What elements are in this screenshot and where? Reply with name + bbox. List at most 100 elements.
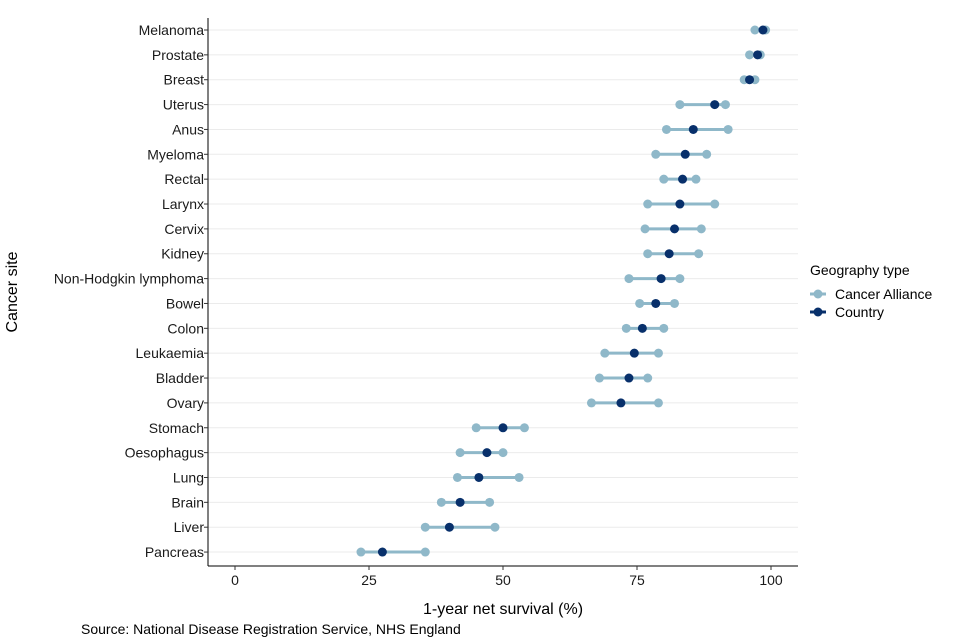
alliance-high-point — [420, 547, 430, 557]
country-point — [498, 423, 508, 433]
alliance-low-point — [643, 199, 653, 209]
x-tick-label: 100 — [759, 572, 783, 588]
country-point — [664, 249, 674, 259]
alliance-high-point — [696, 224, 706, 234]
legend-label: Country — [835, 304, 884, 320]
alliance-low-point — [624, 274, 634, 284]
alliance-high-point — [723, 124, 733, 134]
alliance-high-point — [691, 174, 701, 184]
y-tick-label: Melanoma — [139, 22, 205, 38]
y-tick-label: Ovary — [167, 395, 204, 411]
alliance-high-point — [519, 423, 529, 433]
y-axis-title: Cancer site — [4, 251, 21, 332]
x-tick-label: 0 — [231, 572, 239, 588]
grid-layer — [208, 29, 798, 553]
alliance-low-point — [750, 25, 760, 35]
x-tick-label: 75 — [629, 572, 645, 588]
alliance-low-point — [659, 174, 669, 184]
point-layer — [377, 25, 768, 557]
y-tick-label: Bowel — [166, 295, 204, 311]
source-note: Source: National Disease Registration Se… — [81, 621, 461, 637]
country-point — [710, 100, 720, 110]
y-tick-label: Breast — [164, 72, 205, 88]
y-tick-label: Liver — [174, 519, 205, 535]
country-point — [444, 522, 454, 532]
country-point — [656, 274, 666, 284]
alliance-low-point — [675, 100, 685, 110]
alliance-high-point — [653, 348, 663, 358]
y-tick-label: Cervix — [164, 221, 204, 237]
x-tick-label: 25 — [361, 572, 377, 588]
alliance-low-point — [452, 472, 462, 482]
alliance-low-point — [436, 497, 446, 507]
country-point — [482, 448, 492, 458]
country-point — [745, 75, 755, 85]
alliance-high-point — [720, 100, 730, 110]
label-layer: Melanoma Prostate Breast Uterus Anus Myeloma R… — [4, 22, 783, 618]
y-tick-label: Myeloma — [147, 146, 204, 162]
alliance-high-point — [653, 398, 663, 408]
alliance-high-point — [702, 149, 712, 159]
country-point — [758, 25, 768, 35]
alliance-low-point — [661, 124, 671, 134]
alliance-high-point — [659, 323, 669, 333]
axis-layer — [204, 18, 798, 570]
y-tick-label: Rectal — [164, 171, 204, 187]
alliance-high-point — [675, 274, 685, 284]
y-tick-label: Non-Hodgkin lymphoma — [54, 271, 204, 287]
y-tick-label: Kidney — [161, 246, 204, 262]
x-tick-label: 50 — [495, 572, 511, 588]
y-tick-label: Brain — [171, 494, 204, 510]
country-point — [629, 348, 639, 358]
alliance-low-point — [420, 522, 430, 532]
country-point — [637, 323, 647, 333]
y-tick-label: Uterus — [163, 97, 204, 113]
alliance-low-point — [356, 547, 366, 557]
range-layer — [356, 25, 771, 557]
country-point — [680, 149, 690, 159]
y-tick-label: Oesophagus — [125, 445, 204, 461]
alliance-high-point — [498, 448, 508, 458]
alliance-low-point — [643, 249, 653, 259]
legend-key-point — [813, 289, 823, 299]
country-point — [670, 224, 680, 234]
y-tick-label: Colon — [167, 320, 204, 336]
country-point — [753, 50, 763, 60]
alliance-high-point — [710, 199, 720, 209]
country-point — [377, 547, 387, 557]
alliance-high-point — [514, 472, 524, 482]
y-tick-label: Larynx — [162, 196, 204, 212]
alliance-low-point — [745, 50, 755, 60]
country-point — [455, 497, 465, 507]
alliance-high-point — [670, 298, 680, 308]
alliance-high-point — [694, 249, 704, 259]
alliance-low-point — [640, 224, 650, 234]
alliance-low-point — [594, 373, 604, 383]
y-tick-label: Anus — [172, 121, 204, 137]
alliance-low-point — [600, 348, 610, 358]
y-tick-label: Prostate — [152, 47, 204, 63]
x-axis-title: 1-year net survival (%) — [423, 601, 583, 618]
alliance-low-point — [621, 323, 631, 333]
country-point — [675, 199, 685, 209]
country-point — [688, 124, 698, 134]
alliance-low-point — [651, 149, 661, 159]
alliance-low-point — [635, 298, 645, 308]
alliance-low-point — [586, 398, 596, 408]
country-point — [616, 398, 626, 408]
country-point — [624, 373, 634, 383]
alliance-low-point — [455, 448, 465, 458]
y-tick-label: Lung — [173, 469, 204, 485]
alliance-high-point — [490, 522, 500, 532]
country-point — [474, 472, 484, 482]
legend-label: Cancer Alliance — [835, 286, 932, 302]
y-tick-label: Stomach — [149, 420, 204, 436]
legend-key-point — [813, 307, 823, 317]
alliance-high-point — [643, 373, 653, 383]
legend-title: Geography type — [810, 262, 910, 278]
alliance-high-point — [485, 497, 495, 507]
y-tick-label: Bladder — [156, 370, 205, 386]
country-point — [678, 174, 688, 184]
